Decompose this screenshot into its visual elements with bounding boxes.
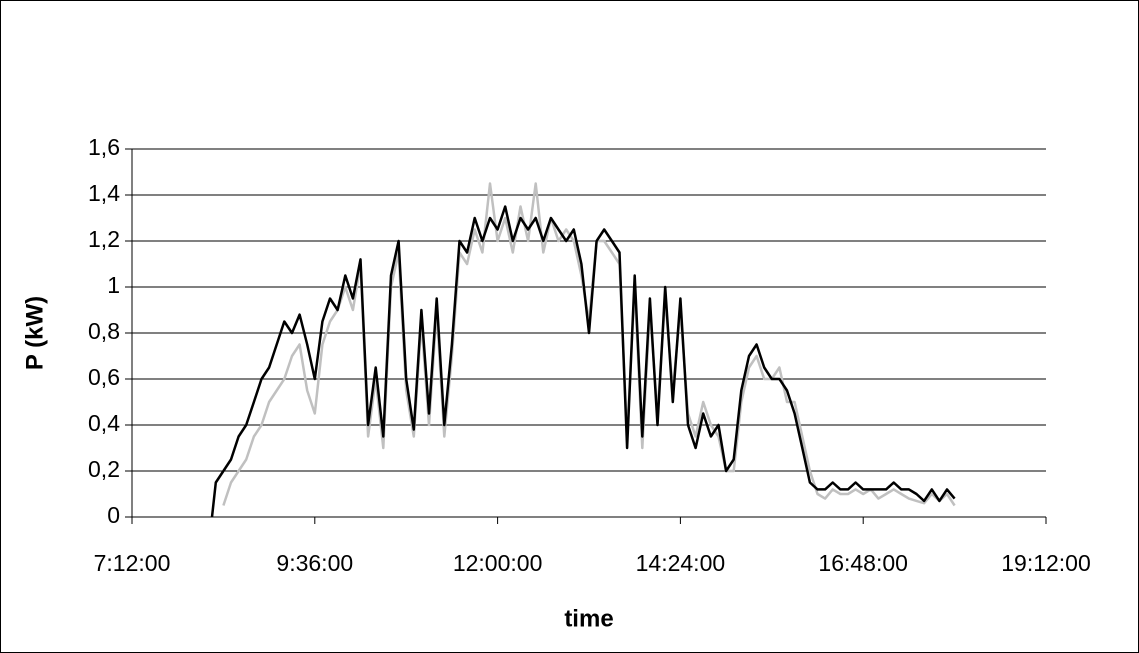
x-axis-label: time [564, 605, 613, 632]
y-tick-label: 0,8 [88, 318, 120, 344]
x-tick-label: 14:24:00 [636, 550, 726, 576]
y-tick-label: 1,4 [88, 180, 120, 206]
y-tick-label: 1,6 [88, 134, 120, 160]
series-line [210, 205, 956, 518]
y-tick-label: 1 [107, 272, 120, 298]
x-tick-label: 16:48:00 [818, 550, 908, 576]
y-tick-label: 0,2 [88, 456, 120, 482]
x-tick-label: 12:00:00 [453, 550, 543, 576]
y-tick-label: 0,6 [88, 364, 120, 390]
x-tick-label: 9:36:00 [276, 550, 353, 576]
y-axis-label: P (kW) [21, 296, 48, 370]
x-tick-label: 7:12:00 [94, 550, 171, 576]
x-tick-label: 19:12:00 [1001, 550, 1091, 576]
y-tick-label: 0,4 [88, 410, 120, 436]
y-tick-label: 0 [107, 502, 120, 528]
y-tick-label: 1,2 [88, 226, 120, 252]
